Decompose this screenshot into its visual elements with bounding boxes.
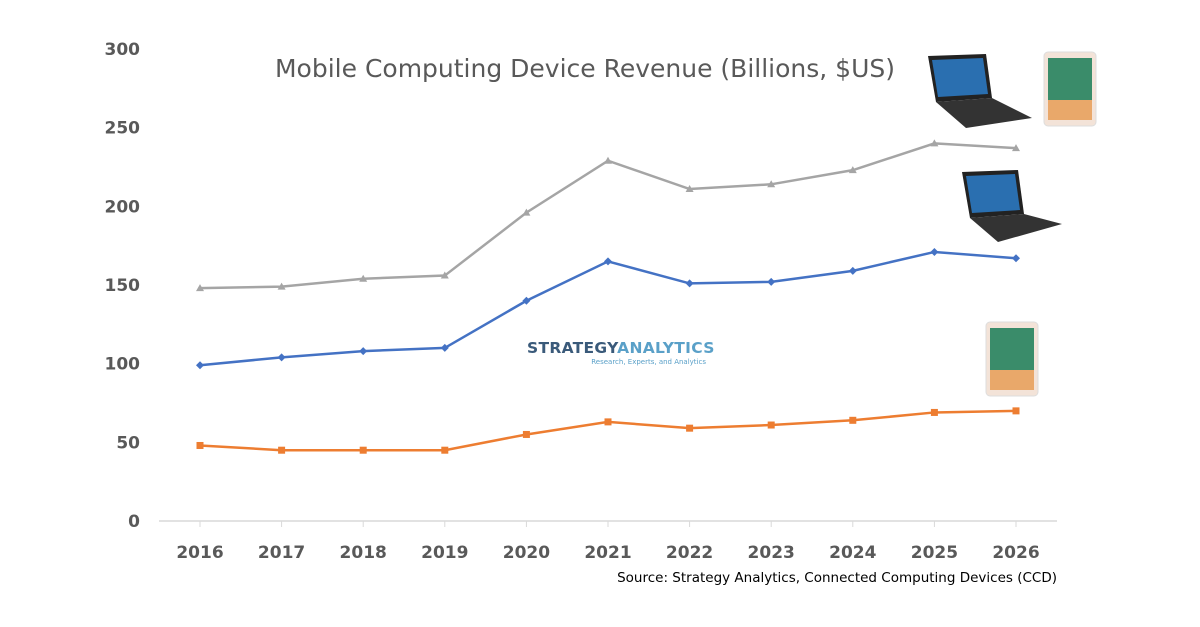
series-diamond xyxy=(196,247,1020,370)
data-point xyxy=(604,257,612,266)
x-tick-label: 2016 xyxy=(176,543,223,563)
data-point xyxy=(1012,407,1020,415)
x-tick-label: 2020 xyxy=(503,543,550,563)
y-tick-label: 50 xyxy=(116,433,140,453)
chart-title: Mobile Computing Device Revenue (Billion… xyxy=(275,54,895,83)
x-tick-label: 2025 xyxy=(911,543,958,563)
data-point xyxy=(277,282,286,290)
data-point xyxy=(767,277,776,286)
data-point xyxy=(522,208,531,216)
source-note: Source: Strategy Analytics, Connected Co… xyxy=(617,570,1057,586)
svg-text:Research, Experts, and Analyti: Research, Experts, and Analytics xyxy=(591,358,706,366)
data-point xyxy=(686,424,694,432)
series-square xyxy=(196,407,1020,454)
data-point xyxy=(359,274,368,282)
data-point xyxy=(277,353,286,362)
data-point xyxy=(441,446,449,454)
data-point xyxy=(685,279,694,288)
data-point xyxy=(930,139,939,147)
data-point xyxy=(930,408,938,416)
data-point xyxy=(848,266,857,275)
series-line xyxy=(199,142,1017,290)
y-tick-label: 0 xyxy=(128,512,140,532)
x-tick-label: 2023 xyxy=(748,543,795,563)
tablet-image xyxy=(1043,51,1097,127)
strategy-analytics-logo: STRATEGYANALYTICS Research, Experts, and… xyxy=(527,339,715,366)
x-tick-label: 2019 xyxy=(421,543,468,563)
data-point xyxy=(359,347,368,356)
data-point xyxy=(196,361,204,370)
data-point xyxy=(604,156,612,164)
data-point xyxy=(849,416,857,424)
data-point xyxy=(1012,254,1020,263)
laptop-image xyxy=(928,54,1032,128)
x-tick-label: 2021 xyxy=(584,543,631,563)
y-tick-label: 150 xyxy=(105,276,141,296)
series-triangle xyxy=(196,139,1020,292)
data-point xyxy=(196,441,204,449)
y-tick-label: 300 xyxy=(105,40,141,60)
y-tick-label: 100 xyxy=(105,355,141,375)
y-tick-label: 200 xyxy=(105,197,141,217)
data-point xyxy=(522,296,531,305)
data-point xyxy=(196,284,204,292)
data-point xyxy=(767,180,776,188)
svg-text:STRATEGYANALYTICS: STRATEGYANALYTICS xyxy=(527,339,715,357)
x-tick-label: 2024 xyxy=(829,543,876,563)
data-point xyxy=(1012,144,1020,152)
data-point xyxy=(440,271,449,279)
data-point xyxy=(930,247,939,256)
data-point xyxy=(685,185,694,193)
data-point xyxy=(522,430,530,438)
data-point xyxy=(440,343,449,352)
x-tick-label: 2022 xyxy=(666,543,713,563)
tablet-image xyxy=(985,321,1039,397)
data-point xyxy=(359,446,367,454)
x-tick-label: 2018 xyxy=(340,543,387,563)
laptop-image xyxy=(962,170,1062,242)
data-point xyxy=(848,166,857,174)
x-tick-label: 2026 xyxy=(992,543,1039,563)
x-tick-label: 2017 xyxy=(258,543,305,563)
series-line xyxy=(199,409,1017,452)
data-point xyxy=(604,418,612,426)
data-point xyxy=(767,421,775,429)
y-tick-label: 250 xyxy=(105,119,141,139)
data-point xyxy=(278,446,286,454)
